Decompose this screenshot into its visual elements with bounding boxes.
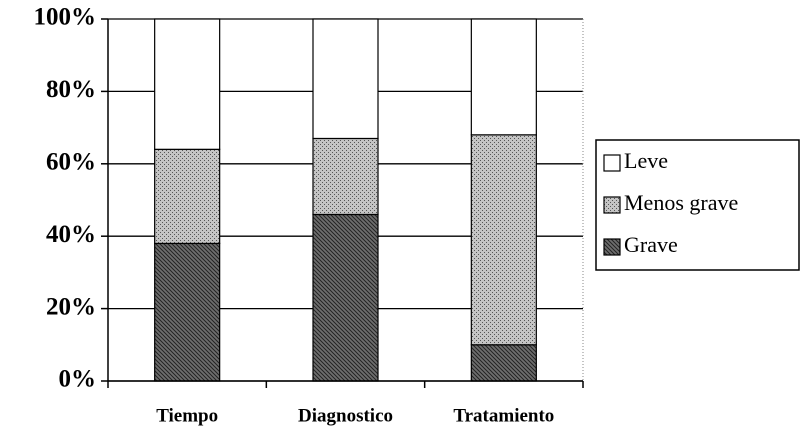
bar-segment <box>312 137 379 216</box>
y-tick-label: 100% <box>34 4 97 31</box>
legend-swatch <box>603 196 621 214</box>
legend-swatch <box>603 154 621 172</box>
bar-segment <box>154 148 221 245</box>
y-tick-label: 0% <box>59 366 97 393</box>
legend-label: Grave <box>624 232 678 257</box>
y-tick-label: 80% <box>46 76 96 103</box>
bar-segment <box>470 344 537 382</box>
y-tick-label: 40% <box>46 221 96 248</box>
legend-swatch <box>603 238 621 256</box>
x-tick-label: Tiempo <box>156 405 218 426</box>
bar-segment <box>154 18 221 150</box>
y-tick-label: 60% <box>46 149 96 176</box>
legend-label: Menos grave <box>624 190 738 215</box>
legend-box <box>595 139 800 271</box>
x-tick-label: Diagnostico <box>298 405 393 426</box>
legend-label: Leve <box>624 148 668 173</box>
bar-segment <box>154 242 221 382</box>
bar-segment <box>312 18 379 140</box>
x-tick-label: Tratamiento <box>453 405 554 426</box>
y-tick-label: 20% <box>46 293 96 320</box>
bar-segment <box>470 134 537 346</box>
bar-segment <box>312 213 379 382</box>
bar-segment <box>470 18 537 136</box>
